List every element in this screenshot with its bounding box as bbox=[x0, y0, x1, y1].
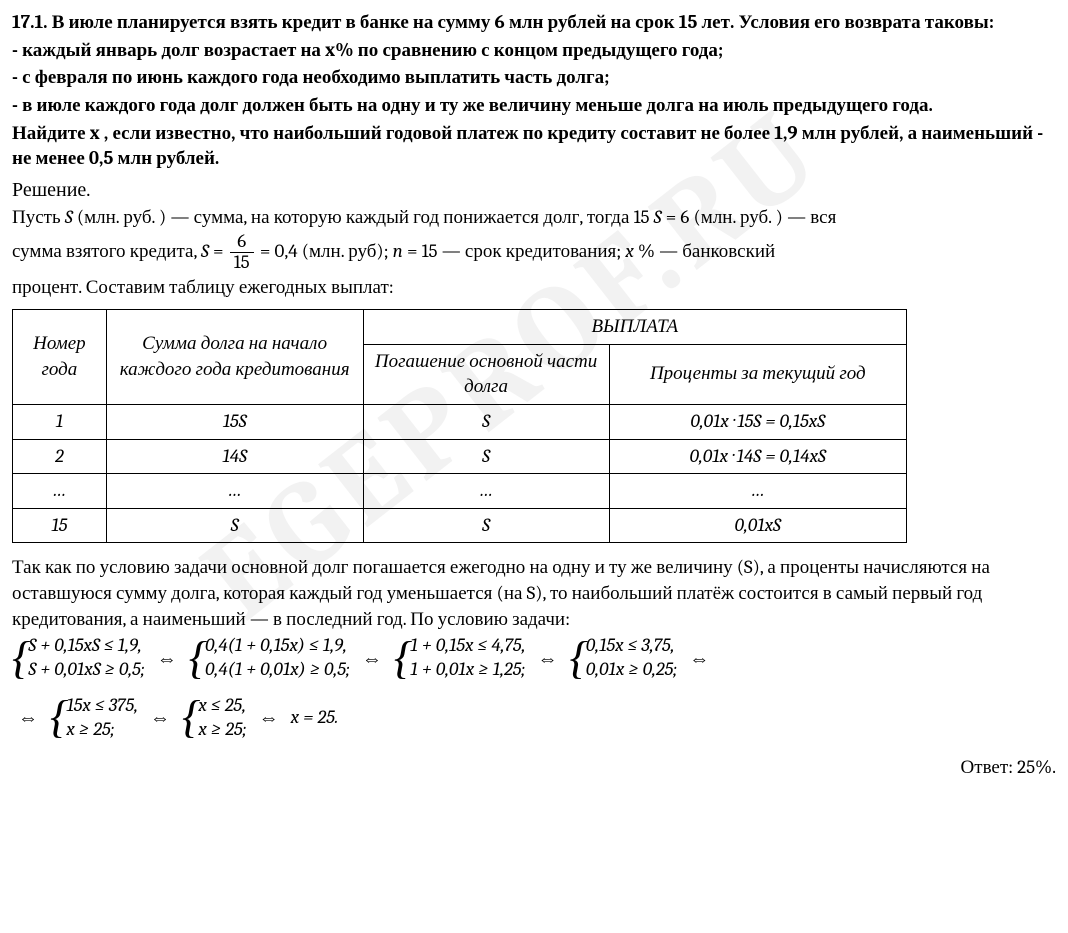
cell-interest: 0,01xS bbox=[609, 508, 906, 543]
problem-cond-3: - в июле каждого года долг должен быть н… bbox=[12, 93, 1056, 119]
system-1: { S + 0,15xS ≤ 1,9, S + 0,01xS ≥ 0,5; bbox=[12, 634, 145, 682]
sys-top: 0,15x ≤ 3,75, bbox=[586, 634, 677, 658]
th-interest: Проценты за текущий год bbox=[609, 344, 906, 404]
system-3: { 1 + 0,15x ≤ 4,75, 1 + 0,01x ≥ 1,25; bbox=[394, 634, 526, 682]
iff-arrow: ⇔ bbox=[683, 645, 715, 672]
text: % — банковский bbox=[638, 240, 775, 262]
cell-principal: S bbox=[363, 404, 609, 439]
cell-principal: … bbox=[363, 474, 609, 509]
iff-arrow: ⇔ bbox=[151, 645, 183, 672]
fraction-num: 6 bbox=[230, 232, 254, 253]
var-S: S bbox=[201, 240, 209, 262]
text: (млн. руб. ) — сумма, на которую каждый … bbox=[77, 206, 650, 228]
var-S: S bbox=[654, 206, 662, 228]
th-debt: Сумма долга на начало каждого года креди… bbox=[106, 310, 363, 405]
cell-principal: S bbox=[363, 508, 609, 543]
cell-year: … bbox=[13, 474, 107, 509]
th-payout: ВЫПЛАТА bbox=[363, 310, 906, 345]
cell-interest: … bbox=[609, 474, 906, 509]
table-row: … … … … bbox=[13, 474, 907, 509]
sys-bot: 0,01x ≥ 0,25; bbox=[586, 658, 677, 682]
th-year: Номер года bbox=[13, 310, 107, 405]
cell-debt: S bbox=[106, 508, 363, 543]
table-row: 2 14S S 0,01x · 14S = 0,14xS bbox=[13, 439, 907, 474]
final-equation: x = 25. bbox=[291, 705, 339, 731]
text: = 6 (млн. руб. ) — вся bbox=[666, 206, 837, 228]
system-5: { 15x ≤ 375, x ≥ 25; bbox=[50, 694, 138, 742]
table-row: 1 15S S 0,01x · 15S = 0,15xS bbox=[13, 404, 907, 439]
iff-arrow: ⇔ bbox=[356, 645, 388, 672]
cell-interest: 0,01x · 15S = 0,15xS bbox=[609, 404, 906, 439]
system-2: { 0,4(1 + 0,15x) ≤ 1,9, 0,4(1 + 0,01x) ≥… bbox=[189, 634, 350, 682]
var-S: S bbox=[65, 206, 73, 228]
sys-bot: S + 0,01xS ≥ 0,5; bbox=[28, 658, 144, 682]
table-row: 15 S S 0,01xS bbox=[13, 508, 907, 543]
cell-principal: S bbox=[363, 439, 609, 474]
text: сумма взятого кредита, bbox=[12, 240, 201, 262]
sys-top: x ≤ 25, bbox=[198, 694, 246, 718]
cell-year: 1 bbox=[13, 404, 107, 439]
fraction: 6 15 bbox=[230, 232, 254, 273]
cell-interest: 0,01x · 14S = 0,14xS bbox=[609, 439, 906, 474]
iff-arrow: ⇔ bbox=[532, 645, 564, 672]
system-6: { x ≤ 25, x ≥ 25; bbox=[182, 694, 247, 742]
var-n: n bbox=[393, 240, 403, 262]
text: = 0,4 (млн. руб); bbox=[260, 240, 393, 262]
table-header-row-1: Номер года Сумма долга на начало каждого… bbox=[13, 310, 907, 345]
sys-bot: 0,4(1 + 0,01x) ≥ 0,5; bbox=[205, 658, 350, 682]
problem-find: Найдите x , если известно, что наибольши… bbox=[12, 121, 1056, 172]
sys-bot: 1 + 0,01x ≥ 1,25; bbox=[410, 658, 525, 682]
sys-bot: x ≥ 25; bbox=[198, 718, 246, 742]
sys-bot: x ≥ 25; bbox=[66, 718, 138, 742]
payments-table: Номер года Сумма долга на начало каждого… bbox=[12, 309, 907, 543]
solution-line-1: Пусть S (млн. руб. ) — сумма, на которую… bbox=[12, 205, 1056, 231]
th-principal: Погашение основной части долга bbox=[363, 344, 609, 404]
solution-label: Решение. bbox=[12, 176, 1056, 203]
text: Пусть bbox=[12, 206, 65, 228]
iff-arrow: ⇔ bbox=[144, 704, 176, 731]
sys-top: 1 + 0,15x ≤ 4,75, bbox=[410, 634, 525, 658]
var-x: x bbox=[625, 240, 633, 262]
cell-debt: 15S bbox=[106, 404, 363, 439]
sys-top: 15x ≤ 375, bbox=[66, 694, 138, 718]
sys-top: 0,4(1 + 0,15x) ≤ 1,9, bbox=[205, 634, 350, 658]
cell-debt: … bbox=[106, 474, 363, 509]
iff-arrow: ⇔ bbox=[253, 704, 285, 731]
fraction-den: 15 bbox=[230, 253, 254, 273]
problem-cond-1: - каждый январь долг возрастает на x% по… bbox=[12, 38, 1056, 64]
iff-arrow: ⇔ bbox=[12, 704, 44, 731]
solution-line-3: процент. Составим таблицу ежегодных выпл… bbox=[12, 275, 1056, 301]
problem-cond-2: - с февраля по июнь каждого года необход… bbox=[12, 65, 1056, 91]
problem-statement-line1: 17.1. В июле планируется взять кредит в … bbox=[12, 10, 1056, 36]
cell-year: 15 bbox=[13, 508, 107, 543]
sys-top: S + 0,15xS ≤ 1,9, bbox=[28, 634, 144, 658]
inequality-chain: { S + 0,15xS ≤ 1,9, S + 0,01xS ≥ 0,5; ⇔ … bbox=[12, 634, 1056, 741]
cell-debt: 14S bbox=[106, 439, 363, 474]
system-4: { 0,15x ≤ 3,75, 0,01x ≥ 0,25; bbox=[570, 634, 678, 682]
text: = 15 — срок кредитования; bbox=[407, 240, 625, 262]
answer-text: Ответ: 25%. bbox=[12, 755, 1056, 781]
explanation-text: Так как по условию задачи основной долг … bbox=[12, 555, 1056, 632]
cell-year: 2 bbox=[13, 439, 107, 474]
solution-line-2: сумма взятого кредита, S = 6 15 = 0,4 (м… bbox=[12, 232, 1056, 273]
